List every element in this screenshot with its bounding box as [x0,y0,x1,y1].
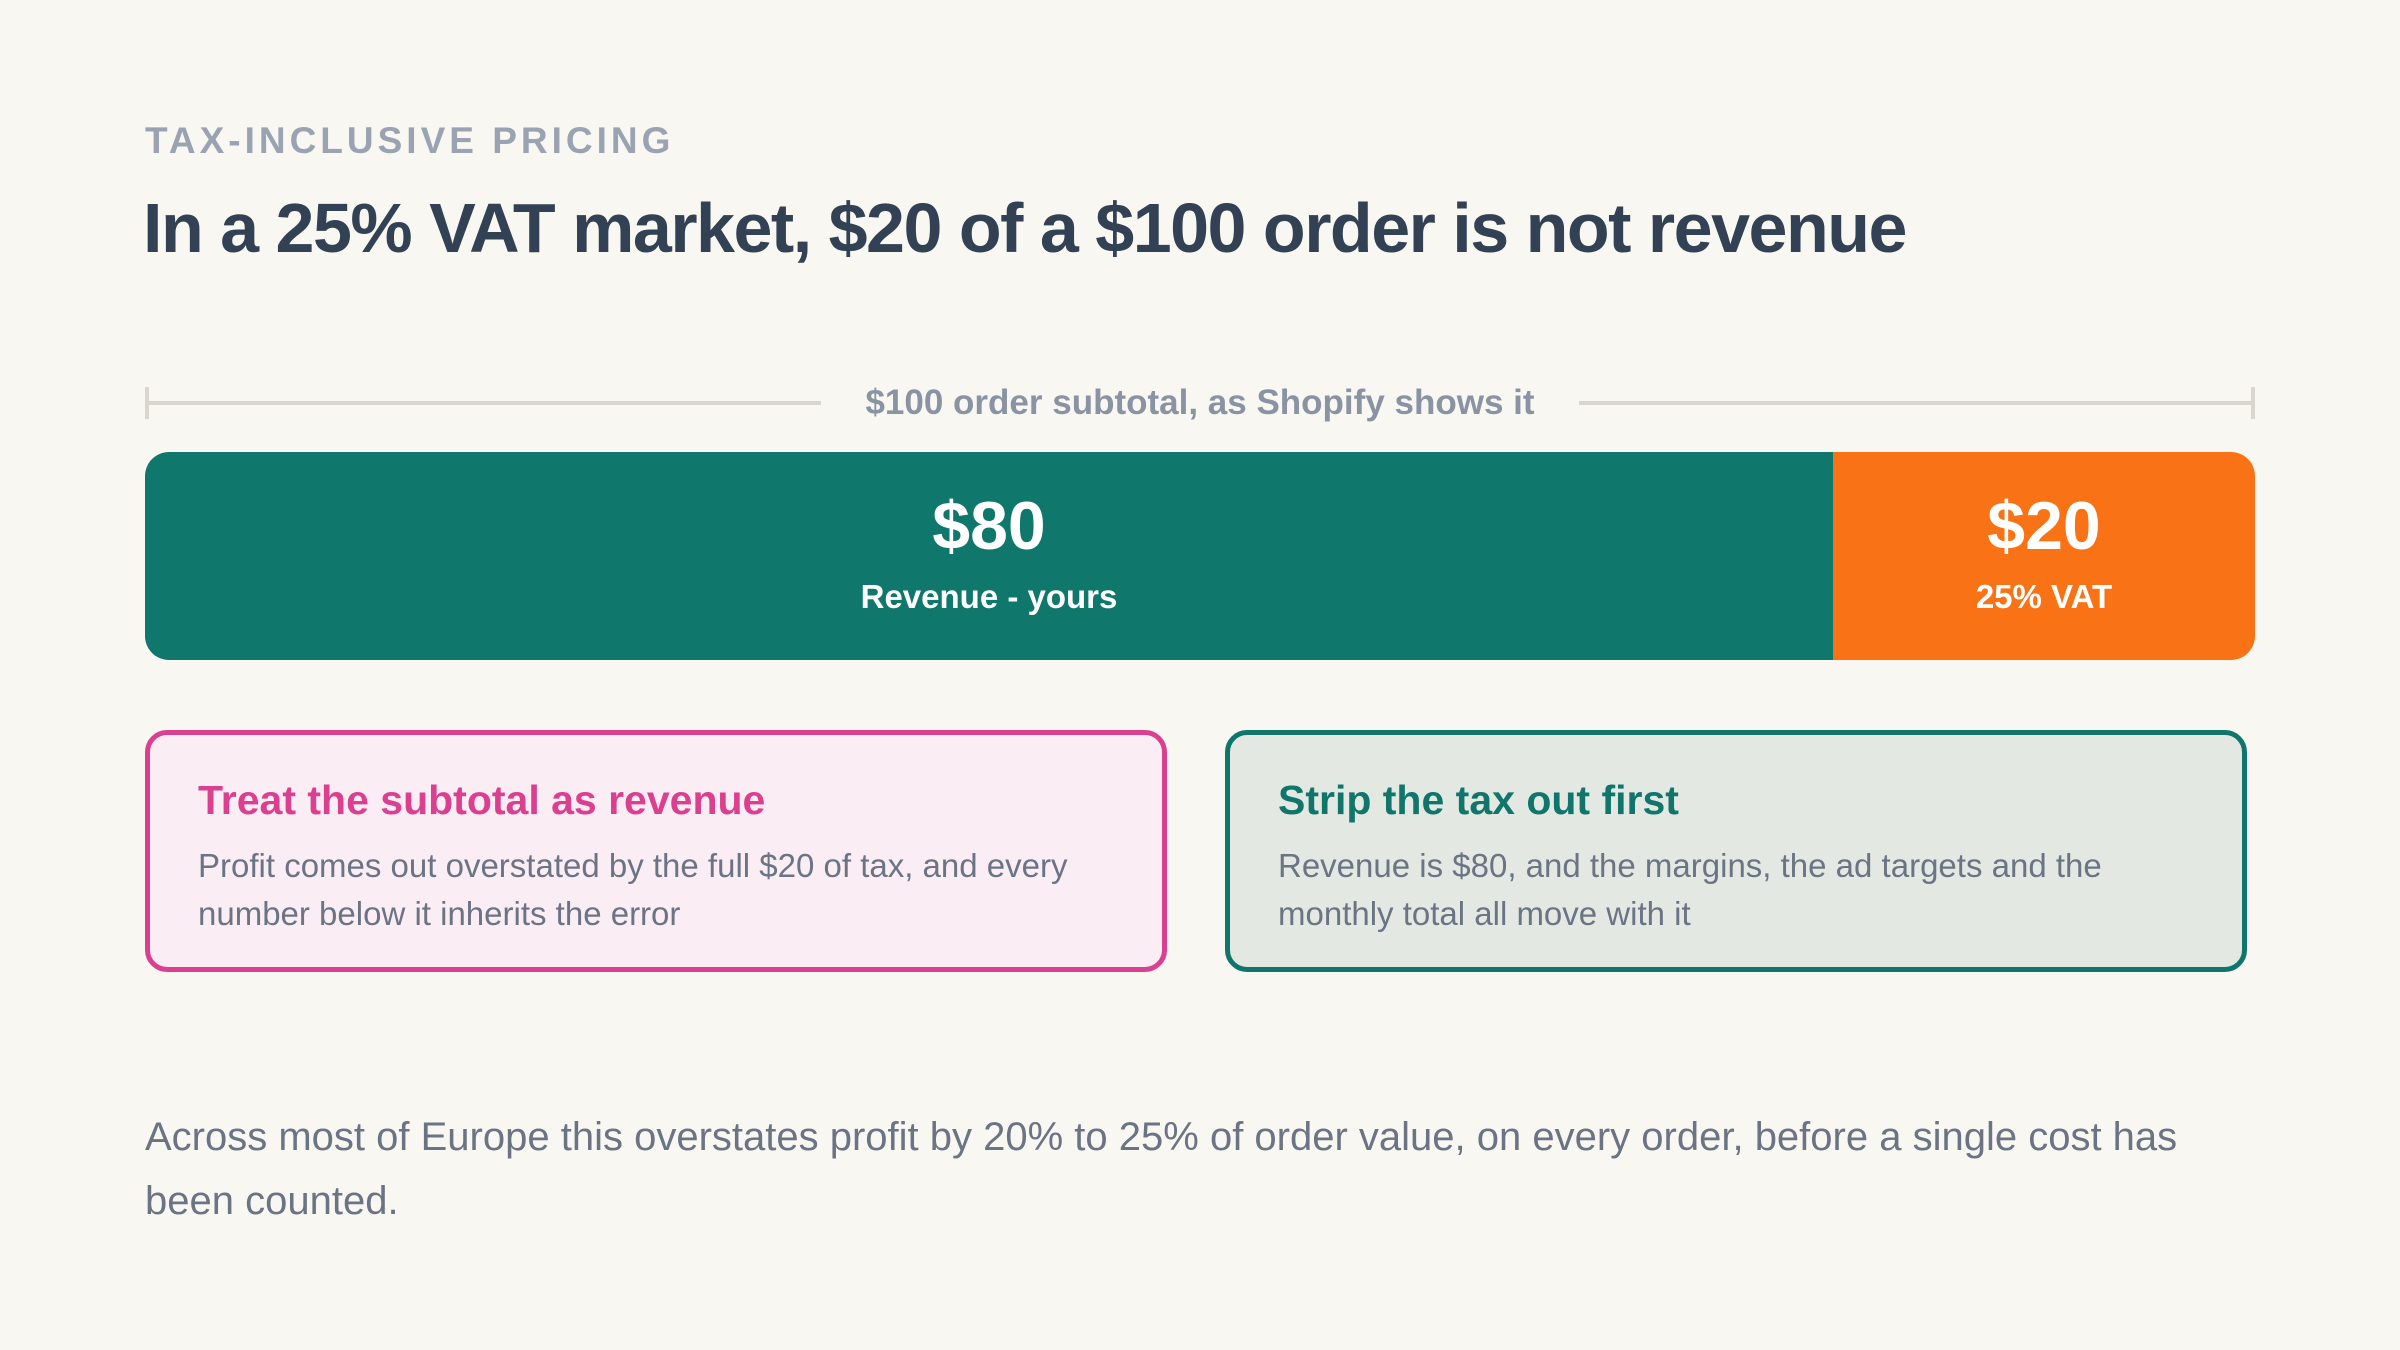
vat-label: 25% VAT [1975,578,2113,615]
right-approach-card: Strip the tax out first Revenue is $80, … [1225,730,2247,972]
footnote: Across most of Europe this overstates pr… [145,1115,2178,1223]
right-approach-title: Strip the tax out first [1278,777,1679,823]
revenue-label: Revenue - yours [860,578,1118,615]
vat-segment: $20 25% VAT [1833,452,2255,660]
right-approach-body: Revenue is $80, and the margins, the ad … [1278,847,2102,932]
bracket-label: $100 order subtotal, as Shopify shows it [865,383,1535,422]
split-bar: $80 Revenue - yours $20 25% VAT [145,452,2255,660]
subtotal-bracket: $100 order subtotal, as Shopify shows it [145,383,2255,422]
wrong-approach-title: Treat the subtotal as revenue [198,777,766,823]
bracket-line-left [145,401,821,405]
vat-amount: $20 [1987,488,2101,564]
revenue-amount: $80 [932,488,1046,564]
bracket-tick-right [2251,387,2255,419]
headline: In a 25% VAT market, $20 of a $100 order… [143,189,1907,267]
revenue-segment: $80 Revenue - yours [145,452,1833,660]
eyebrow-label: TAX-INCLUSIVE PRICING [145,120,675,161]
wrong-approach-card: Treat the subtotal as revenue Profit com… [145,730,1167,972]
bracket-line-right [1579,401,2255,405]
wrong-approach-body: Profit comes out overstated by the full … [198,847,1068,932]
